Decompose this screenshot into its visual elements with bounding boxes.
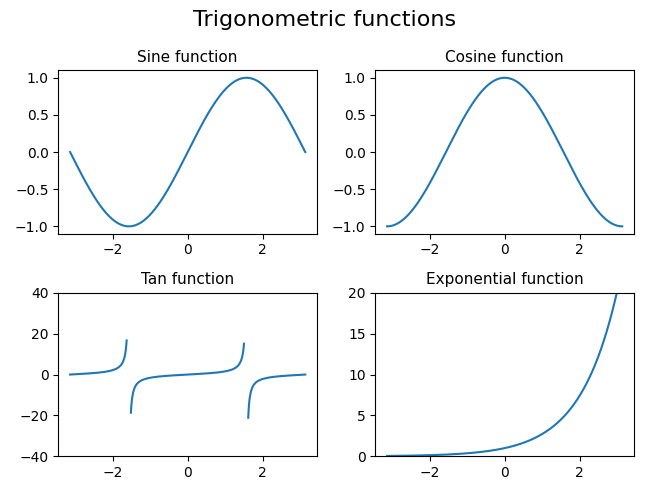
Title: Tan function: Tan function [141,273,234,288]
Title: Cosine function: Cosine function [445,50,564,65]
Title: Sine function: Sine function [138,50,238,65]
Text: Trigonometric functions: Trigonometric functions [193,10,456,30]
Title: Exponential function: Exponential function [426,273,583,288]
